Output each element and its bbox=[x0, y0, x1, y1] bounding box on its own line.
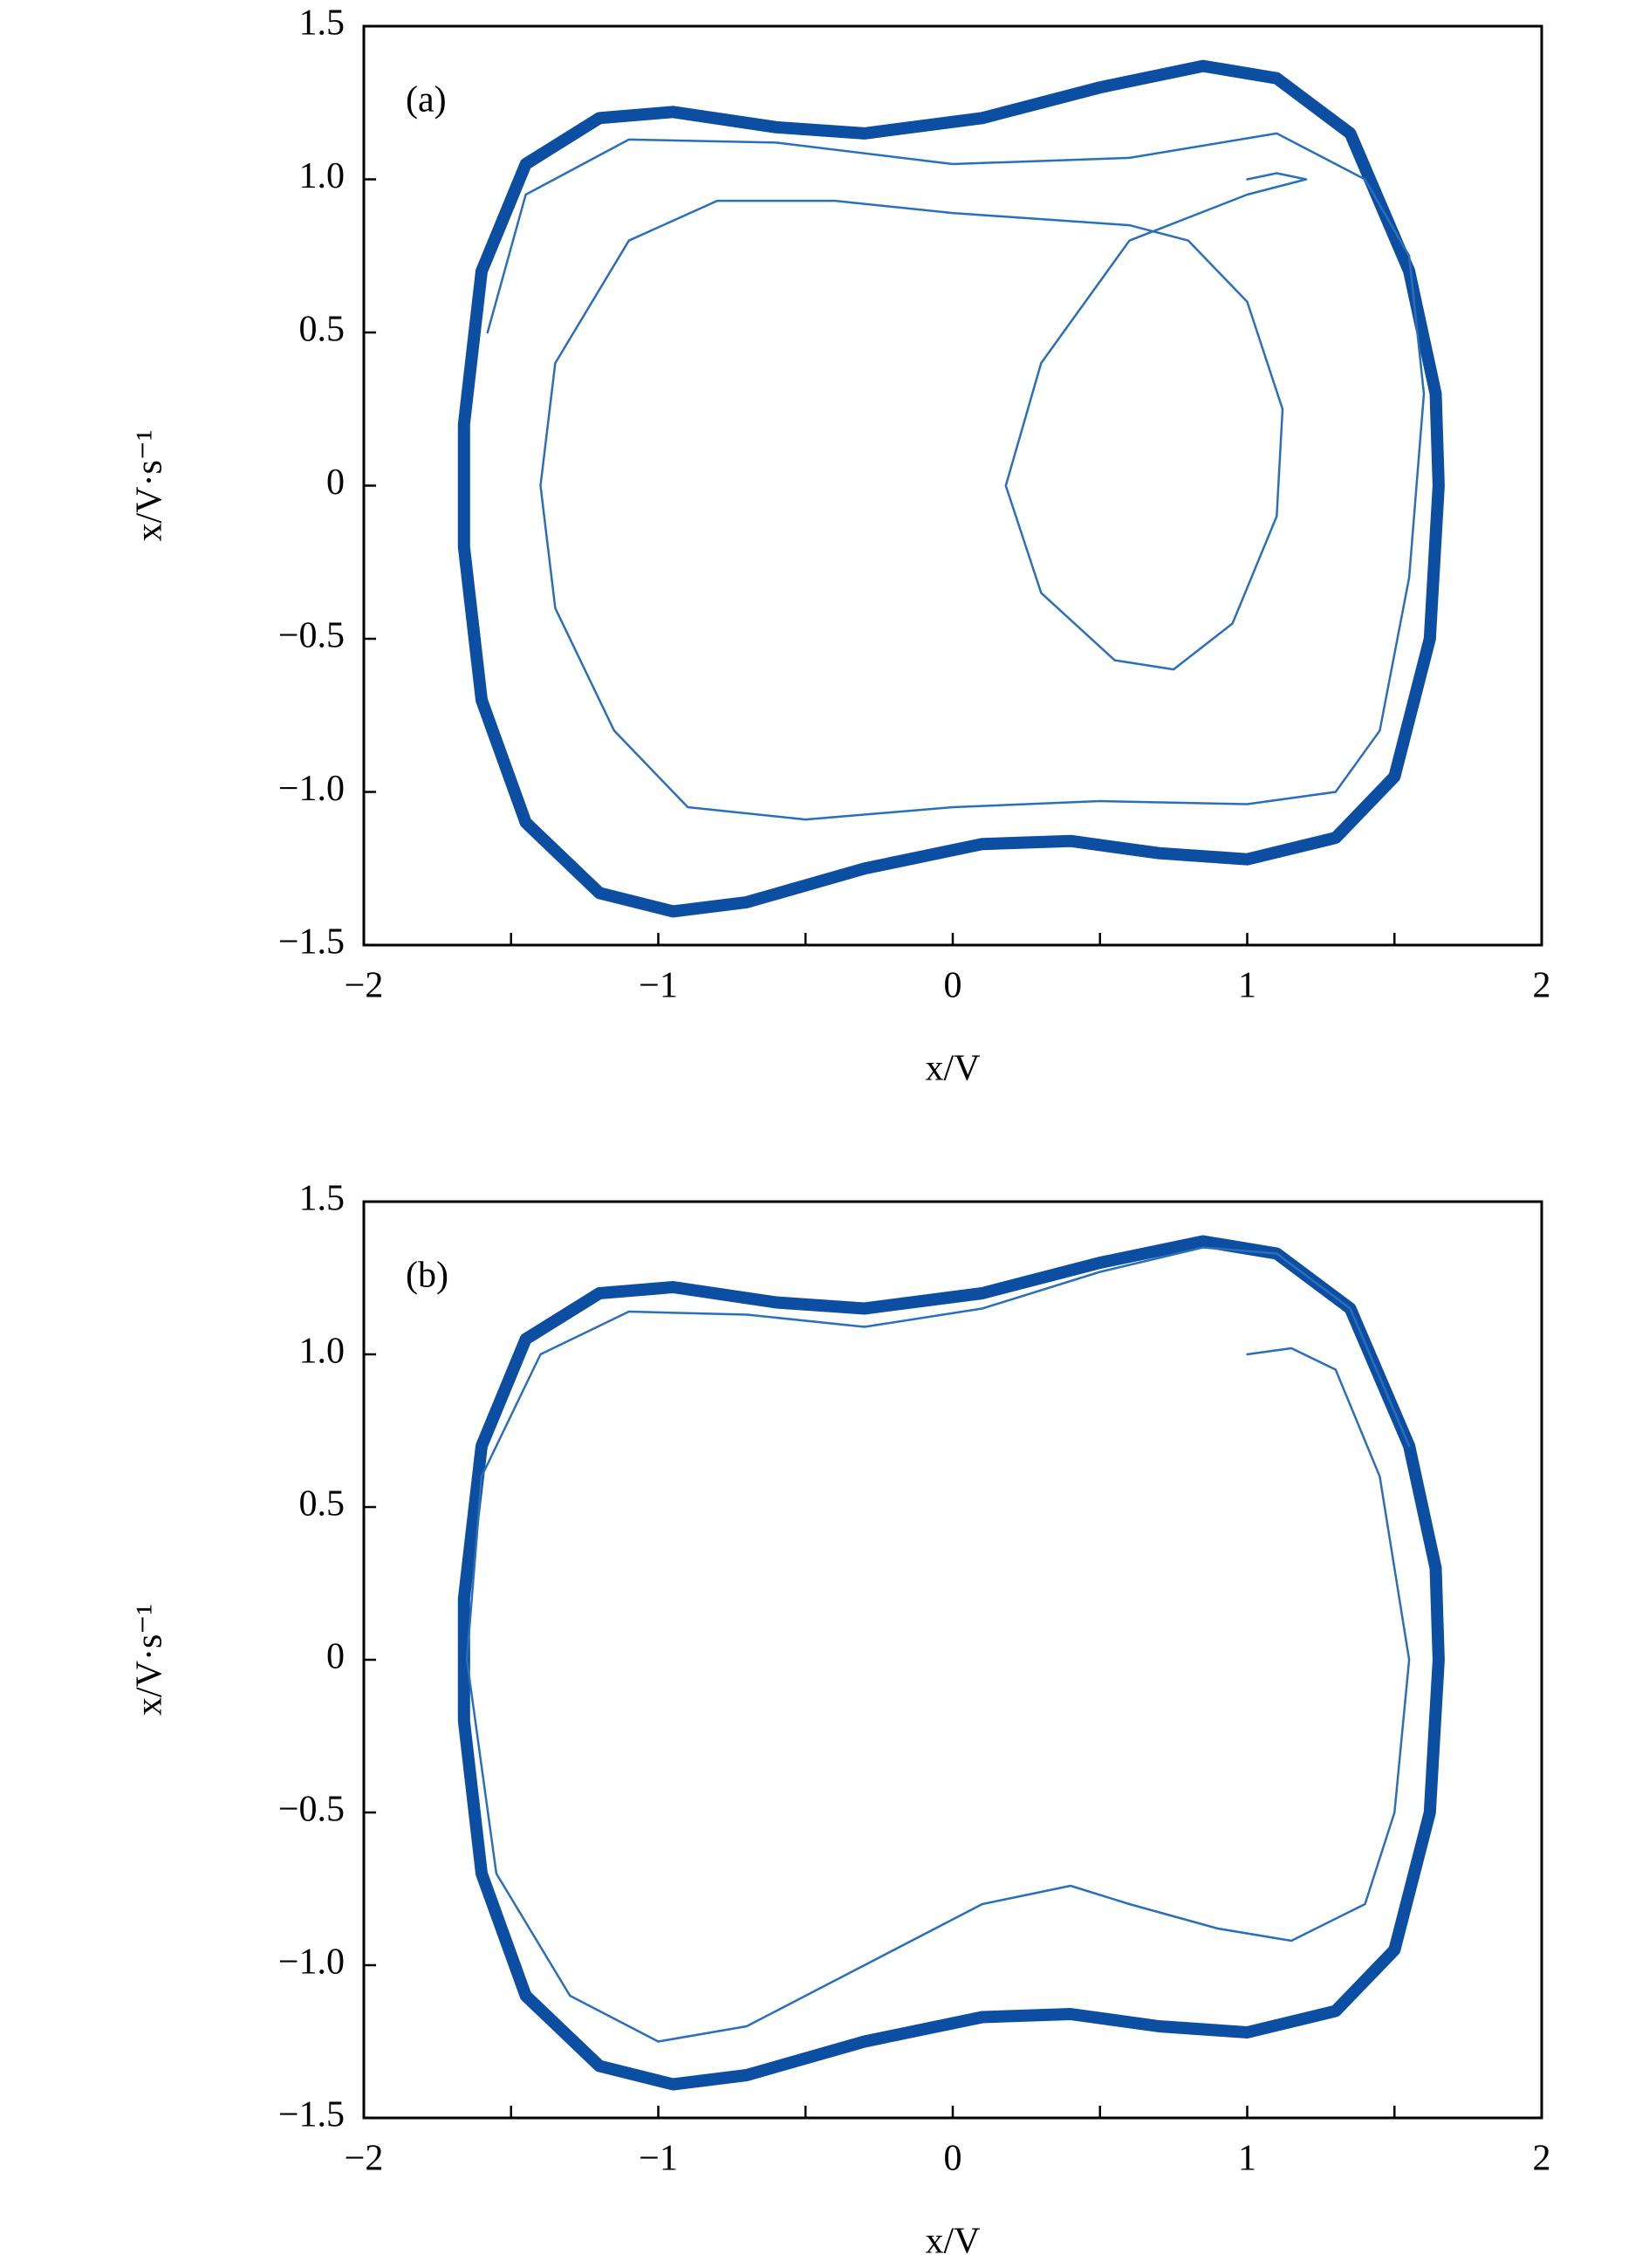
y-tick-label: −1.5 bbox=[278, 922, 345, 963]
x-axis-label: x/V bbox=[926, 1049, 981, 1089]
y-tick-label: −1.5 bbox=[278, 2095, 345, 2135]
x-tick-label: −2 bbox=[345, 966, 384, 1006]
panel-label: (a) bbox=[406, 80, 447, 120]
y-tick-label: 0.5 bbox=[299, 1484, 346, 1525]
x-tick-label: 0 bbox=[944, 2139, 962, 2179]
x-tick-label: 0 bbox=[944, 966, 962, 1006]
y-tick-label: 1.0 bbox=[299, 156, 346, 196]
y-tick-label: −1.0 bbox=[278, 1943, 345, 1983]
panel-label: (b) bbox=[406, 1256, 448, 1296]
y-tick-label: 0 bbox=[326, 463, 345, 503]
trajectory bbox=[465, 1246, 1411, 2043]
trajectory bbox=[486, 132, 1426, 821]
x-tick-label: −1 bbox=[639, 966, 678, 1006]
x-tick-label: −2 bbox=[345, 2139, 384, 2179]
x-axis-label: x/V bbox=[926, 2222, 981, 2262]
y-tick-label: 0 bbox=[326, 1637, 345, 1677]
x-tick-label: 2 bbox=[1533, 966, 1551, 1006]
y-axis-label: x/V·s⁻¹ bbox=[130, 1604, 170, 1716]
y-axis-label: x/V·s⁻¹ bbox=[130, 429, 170, 541]
y-tick-label: −1.0 bbox=[278, 769, 345, 809]
x-tick-label: 1 bbox=[1238, 2139, 1256, 2179]
y-tick-label: 1.5 bbox=[299, 3, 346, 44]
limit-cycle bbox=[457, 59, 1445, 918]
y-tick-label: 0.5 bbox=[299, 310, 346, 350]
y-tick-label: −0.5 bbox=[278, 616, 345, 656]
x-tick-label: 1 bbox=[1238, 966, 1256, 1006]
y-tick-label: 1.0 bbox=[299, 1332, 346, 1372]
x-tick-label: 2 bbox=[1533, 2139, 1551, 2179]
y-tick-label: 1.5 bbox=[299, 1179, 346, 1219]
y-tick-label: −0.5 bbox=[278, 1790, 345, 1830]
limit-cycle bbox=[457, 1235, 1445, 2091]
x-tick-label: −1 bbox=[639, 2139, 678, 2179]
